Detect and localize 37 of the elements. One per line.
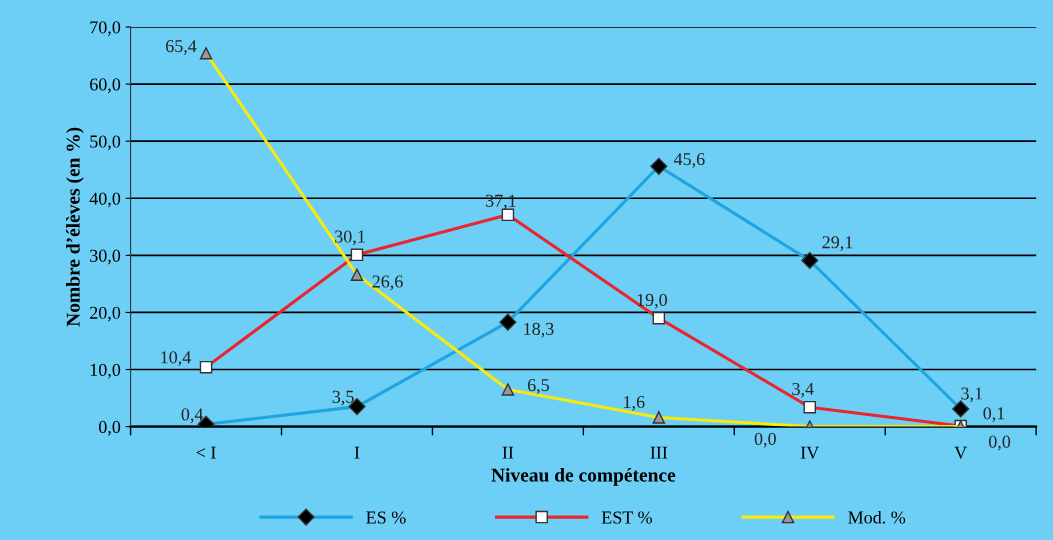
y-tick-label: 40,0 bbox=[89, 192, 121, 208]
data-label: 29,1 bbox=[822, 236, 853, 251]
y-tick-label: 50,0 bbox=[90, 135, 121, 151]
y-tick-label: 60,0 bbox=[90, 78, 121, 94]
data-label: 1,6 bbox=[624, 395, 645, 411]
y-tick-label: 0,0 bbox=[98, 420, 121, 436]
legend-label: ES % bbox=[366, 511, 406, 524]
x-tick-label: III bbox=[650, 446, 668, 459]
data-label: 26,6 bbox=[372, 275, 403, 291]
legend-label: EST % bbox=[601, 511, 652, 524]
y-tick-label: 70,0 bbox=[90, 21, 121, 37]
data-label: 37,1 bbox=[486, 194, 516, 210]
data-label: 0,0 bbox=[754, 432, 776, 448]
data-label: 3,5 bbox=[332, 390, 354, 406]
data-label: 65,4 bbox=[166, 40, 197, 55]
data-label: 10,4 bbox=[161, 351, 191, 367]
x-axis-title: Niveau de compétence bbox=[491, 467, 676, 486]
data-label: 19,0 bbox=[637, 293, 667, 309]
data-label: 30,1 bbox=[335, 230, 365, 246]
data-label: 45,6 bbox=[673, 153, 705, 168]
legend-label: Mod. % bbox=[848, 510, 906, 524]
y-tick-label: 30,0 bbox=[90, 249, 121, 265]
x-tick-label: I bbox=[354, 446, 360, 459]
y-axis-title: Nombre d’élèves (en %) bbox=[66, 127, 84, 327]
y-tick-label: 20,0 bbox=[90, 306, 121, 322]
data-label: 18,3 bbox=[524, 322, 554, 338]
data-label: 0,1 bbox=[983, 407, 1005, 423]
x-tick-label: II bbox=[502, 446, 514, 459]
data-label: 3,1 bbox=[961, 387, 982, 403]
data-label: 3,4 bbox=[792, 382, 814, 398]
data-label: 0,0 bbox=[988, 435, 1011, 451]
data-label: 0,4 bbox=[181, 408, 204, 424]
x-tick-label: IV bbox=[800, 446, 820, 459]
x-tick-label: V bbox=[954, 446, 967, 459]
data-label: 6,5 bbox=[527, 379, 550, 394]
x-tick-label: < I bbox=[196, 446, 216, 459]
y-tick-label: 10,0 bbox=[90, 363, 121, 379]
